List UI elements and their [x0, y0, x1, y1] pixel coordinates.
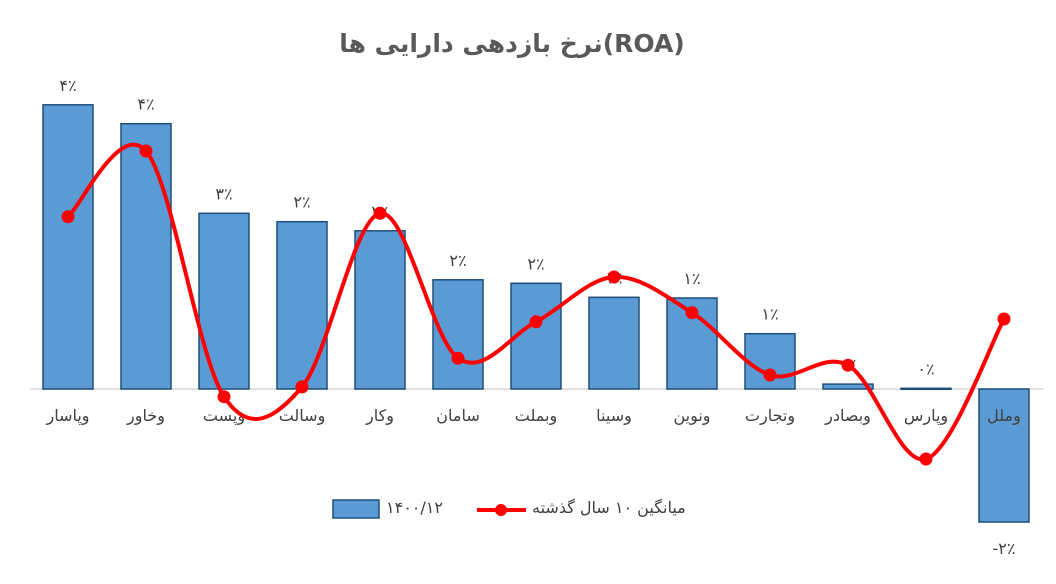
data-label: ۴٪: [137, 95, 154, 114]
average-line: [66, 142, 1006, 462]
category-label: وپارس: [904, 406, 948, 426]
line-marker: [997, 312, 1011, 326]
line-marker: [841, 358, 855, 372]
legend-bar-swatch: [332, 499, 380, 519]
data-label: ۲٪: [293, 193, 310, 212]
line-marker: [451, 351, 465, 365]
category-label: سامان: [436, 406, 479, 425]
line-marker: [295, 380, 309, 394]
category-label: وسالت: [279, 406, 326, 426]
bar: [510, 282, 562, 390]
category-label: وپست: [203, 406, 245, 426]
line-marker: [139, 144, 153, 158]
data-label: ۰٪: [917, 359, 934, 378]
legend-line-marker: [495, 504, 507, 516]
bar: [822, 383, 874, 390]
data-label: ۴٪: [59, 76, 76, 95]
category-label: ونوین: [673, 406, 710, 426]
data-label: ۳٪: [215, 184, 232, 203]
category-label: وکار: [365, 406, 394, 426]
line-marker: [373, 206, 387, 220]
legend-line-label: میانگین ۱۰ سال گذشته: [532, 498, 686, 518]
line-marker: [529, 315, 543, 329]
category-label: وبصادر: [824, 406, 871, 426]
category-label: وخاور: [126, 406, 165, 426]
data-label: ۱٪: [761, 305, 778, 324]
bar: [432, 279, 484, 390]
legend-bar-label: ۱۴۰۰/۱۲: [386, 498, 443, 517]
line-marker: [685, 306, 699, 320]
line-marker: [217, 390, 231, 404]
bar: [354, 230, 406, 390]
data-label: ۲٪: [449, 251, 466, 270]
bar: [198, 212, 250, 390]
category-label: وبملت: [515, 406, 557, 426]
chart-title: نرخ بازدهی دارایی ها(ROA): [339, 29, 684, 59]
data-label: ۱٪: [683, 269, 700, 288]
category-label: وتجارت: [745, 406, 795, 426]
bar: [978, 388, 1030, 523]
bar: [900, 387, 952, 391]
line-marker: [919, 452, 933, 466]
bar: [42, 104, 94, 390]
bar: [666, 297, 718, 390]
category-label: وپاسار: [45, 406, 89, 426]
bar: [276, 220, 328, 390]
category-label: وسینا: [596, 406, 632, 426]
legend: ۱۴۰۰/۱۲ میانگین ۱۰ سال گذشته: [332, 498, 686, 519]
bar: [120, 122, 172, 390]
line-marker: [61, 210, 75, 224]
data-label: ۲٪: [527, 254, 544, 273]
category-label: وملل: [987, 406, 1021, 426]
bar: [588, 296, 640, 390]
line-marker: [607, 270, 621, 284]
data-label: -۲٪: [993, 539, 1016, 558]
line-marker: [763, 368, 777, 382]
